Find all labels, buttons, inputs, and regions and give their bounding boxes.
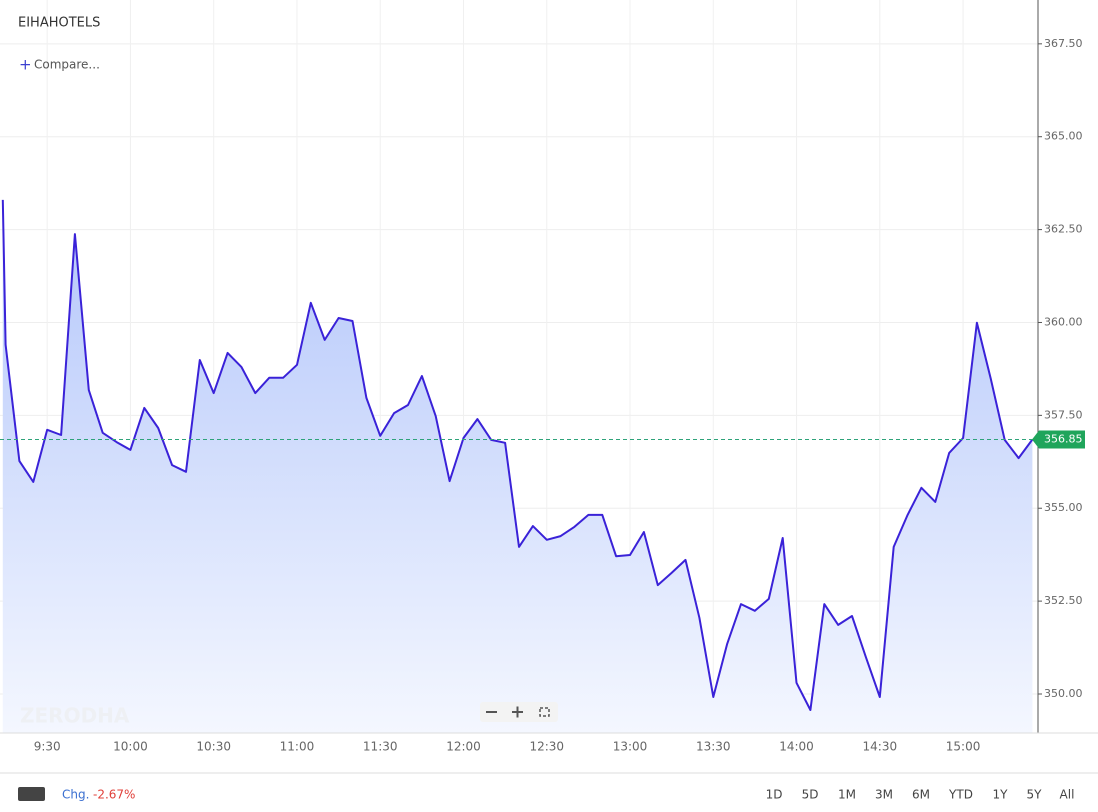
y-tick-label: 360.00 xyxy=(1044,315,1083,328)
x-tick-label: 9:30 xyxy=(34,740,61,754)
range-button[interactable]: 6M xyxy=(912,788,930,802)
range-button[interactable]: All xyxy=(1060,788,1075,802)
fullscreen[interactable] xyxy=(539,707,550,717)
last-price-label: 356.85 xyxy=(1044,433,1083,446)
compare-icon[interactable]: + xyxy=(19,56,32,74)
price-line xyxy=(1,199,1034,711)
range-button[interactable]: 1D xyxy=(766,788,783,802)
y-tick-label: 365.00 xyxy=(1044,130,1083,143)
range-button[interactable]: 3M xyxy=(875,788,893,802)
y-tick-label: 362.50 xyxy=(1044,223,1083,236)
x-tick-label: 13:00 xyxy=(613,740,648,754)
x-tick-label: 11:30 xyxy=(363,740,398,754)
x-tick-label: 14:30 xyxy=(863,740,898,754)
y-tick-label: 357.50 xyxy=(1044,408,1083,421)
range-button[interactable]: 5D xyxy=(802,788,819,802)
y-tick-label: 352.50 xyxy=(1044,594,1083,607)
x-tick-label: 14:00 xyxy=(779,740,814,754)
zoom-in[interactable] xyxy=(512,706,523,718)
range-button[interactable]: YTD xyxy=(948,788,973,802)
watermark: ZERODHA xyxy=(20,704,130,728)
y-tick-label: 367.50 xyxy=(1044,37,1083,50)
symbol[interactable]: EIHAHOTELS xyxy=(18,16,100,31)
chg-value: -2.67% xyxy=(93,788,135,802)
x-tick-label: 15:00 xyxy=(946,740,981,754)
x-tick-label: 10:00 xyxy=(113,740,148,754)
range-button[interactable]: 5Y xyxy=(1027,788,1043,802)
zoom-controls xyxy=(480,702,558,722)
x-tick-label: 12:00 xyxy=(446,740,481,754)
compare[interactable]: Compare... xyxy=(34,58,100,72)
last-price-badge xyxy=(1032,430,1085,449)
x-tick-label: 13:30 xyxy=(696,740,731,754)
range-button[interactable]: 1Y xyxy=(993,788,1009,802)
x-tick-label: 10:30 xyxy=(196,740,231,754)
y-tick-label: 355.00 xyxy=(1044,501,1083,514)
y-tick-label: 350.00 xyxy=(1044,687,1083,700)
keyboard-icon[interactable] xyxy=(18,787,45,801)
chg-label: Chg. xyxy=(62,788,89,802)
area xyxy=(2,199,1033,733)
range-button[interactable]: 1M xyxy=(838,788,856,802)
x-tick-label: 11:00 xyxy=(280,740,315,754)
x-tick-label: 12:30 xyxy=(529,740,564,754)
